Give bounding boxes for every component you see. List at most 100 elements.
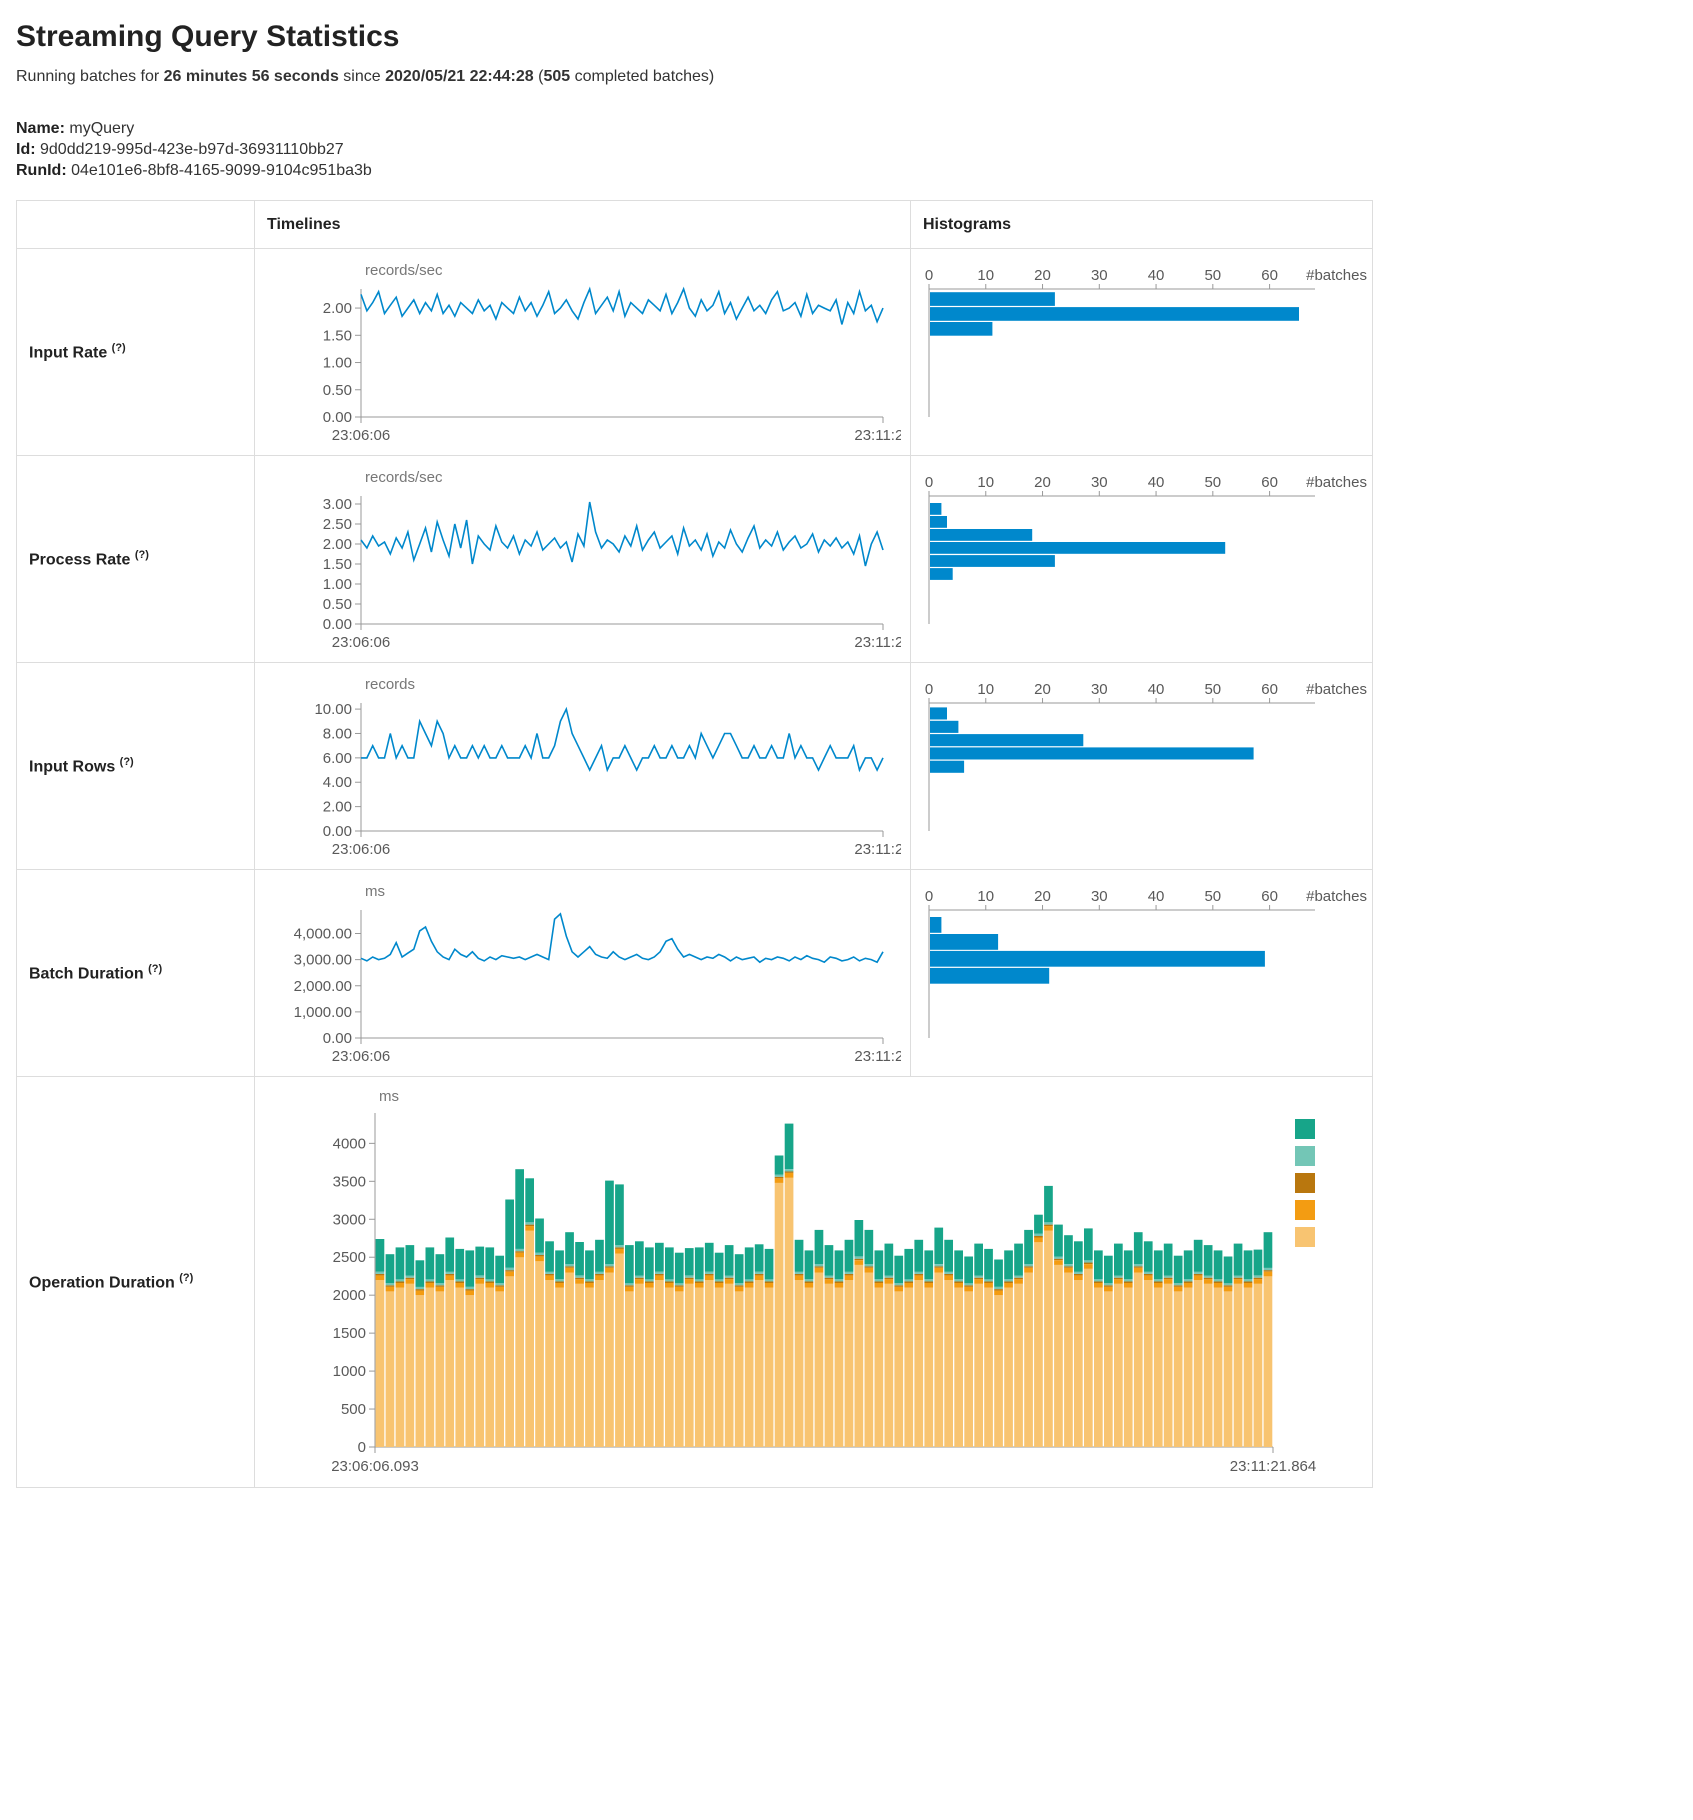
stacked-bar-segment xyxy=(1054,1258,1063,1261)
stacked-bar-segment xyxy=(435,1286,445,1292)
stacked-bar-segment xyxy=(1044,1185,1053,1223)
stacked-bar-segment xyxy=(635,1275,644,1278)
row-label-operation-duration: Operation Duration (?) xyxy=(16,1076,255,1488)
stacked-bar-segment xyxy=(655,1275,664,1280)
legend-swatch xyxy=(1295,1146,1315,1166)
stacked-bar-segment xyxy=(425,1283,435,1288)
stacked-bar-segment xyxy=(425,1279,435,1282)
stacked-bar-segment xyxy=(1173,1255,1183,1283)
stacked-bar-segment xyxy=(914,1275,924,1280)
svg-text:#batches: #batches xyxy=(1306,888,1367,905)
stacked-bar-segment xyxy=(545,1241,554,1272)
stacked-bar-segment xyxy=(1024,1229,1033,1265)
stacked-bar-segment xyxy=(595,1273,604,1276)
stacked-bar-segment xyxy=(864,1267,874,1273)
stacked-bar-segment xyxy=(1014,1243,1023,1276)
stacked-bar-segment xyxy=(924,1250,934,1280)
stacked-bar-segment xyxy=(505,1271,514,1277)
query-id-row: Id: 9d0dd219-995d-423e-b97d-36931110bb27 xyxy=(16,141,1677,159)
stacked-bar-segment xyxy=(585,1287,594,1447)
stacked-bar-segment xyxy=(645,1287,654,1447)
table-row: Batch Duration (?) ms 0.00 1,000.00 2,000.0… xyxy=(16,869,1373,1077)
input-rows-help-icon[interactable]: (?) xyxy=(119,755,134,768)
input-rate-help-icon[interactable]: (?) xyxy=(111,341,126,354)
batch-duration-help-icon[interactable]: (?) xyxy=(148,962,163,975)
stacked-bar-segment xyxy=(495,1291,504,1447)
stacked-bar-segment xyxy=(465,1290,475,1296)
stacked-bar-segment xyxy=(515,1169,524,1249)
stacked-bar-segment xyxy=(1114,1243,1123,1276)
svg-text:#batches: #batches xyxy=(1306,681,1367,698)
row-label-text: Process Rate xyxy=(29,551,131,569)
stacked-bar-segment xyxy=(814,1266,824,1268)
stacked-bar-segment xyxy=(505,1276,514,1447)
operation-duration-help-icon[interactable]: (?) xyxy=(179,1271,194,1284)
stacked-bar-segment xyxy=(655,1280,664,1447)
row-label-text: Input Rows xyxy=(29,758,116,776)
stacked-bar-segment xyxy=(1153,1281,1163,1283)
stacked-bar-segment xyxy=(944,1239,953,1272)
svg-text:23:11:21: 23:11:21 xyxy=(854,427,901,444)
stacked-bar-segment xyxy=(724,1277,734,1280)
stacked-bar-segment xyxy=(784,1173,794,1178)
stacked-bar-segment xyxy=(455,1283,465,1288)
stacked-bar-segment xyxy=(545,1273,554,1276)
stacked-bar-segment xyxy=(1183,1283,1193,1288)
histogram-bar xyxy=(930,934,999,950)
stacked-bar-segment xyxy=(894,1255,904,1283)
stacked-bar-segment xyxy=(405,1275,415,1278)
stacked-bar-segment xyxy=(545,1280,554,1447)
stacked-bar-segment xyxy=(385,1285,395,1287)
stacked-bar-segment xyxy=(525,1226,534,1231)
stacked-bar-segment xyxy=(844,1239,854,1272)
stacked-bar-segment xyxy=(734,1291,744,1447)
svg-text:30: 30 xyxy=(1091,888,1108,905)
stacked-bar-segment xyxy=(1213,1250,1223,1280)
stacked-bar-segment xyxy=(734,1286,744,1292)
stacked-bar-segment xyxy=(1253,1249,1263,1276)
batch-duration-text: 26 minutes 56 seconds xyxy=(163,68,339,85)
stacked-bar-segment xyxy=(684,1279,694,1284)
stacked-bar-segment xyxy=(944,1273,953,1276)
stacked-bar-segment xyxy=(535,1254,544,1257)
stacked-bar-segment xyxy=(894,1291,904,1447)
stacked-bar-segment xyxy=(1084,1228,1093,1261)
stacked-bar-segment xyxy=(535,1218,544,1253)
histogram-bar xyxy=(930,503,942,515)
svg-text:4.00: 4.00 xyxy=(323,774,352,791)
process-rate-help-icon[interactable]: (?) xyxy=(134,548,149,561)
histogram-bar xyxy=(930,555,1055,567)
stacked-bar-segment xyxy=(1183,1250,1193,1280)
stacked-bar-segment xyxy=(854,1258,864,1261)
stacked-bar-segment xyxy=(744,1281,754,1283)
table-row: Input Rows (?) records 0.00 2.00 4.00 6.00 8.… xyxy=(16,662,1373,870)
stacked-bar-segment xyxy=(964,1286,973,1292)
stacked-bar-segment xyxy=(844,1271,854,1274)
stacked-bar-segment xyxy=(674,1291,684,1447)
id-label: Id: xyxy=(16,141,36,158)
stacked-bar-segment xyxy=(625,1286,634,1292)
svg-text:2,000.00: 2,000.00 xyxy=(294,978,352,995)
stacked-bar-segment xyxy=(475,1246,485,1276)
stacked-bar-segment xyxy=(784,1177,794,1447)
stacked-bar-segment xyxy=(405,1283,415,1447)
stacked-bar-segment xyxy=(884,1275,894,1278)
stacked-bar-segment xyxy=(1064,1267,1073,1273)
stacked-bar-segment xyxy=(505,1199,514,1268)
stacked-bar-segment xyxy=(615,1247,624,1249)
svg-text:23:06:06: 23:06:06 xyxy=(332,841,390,858)
histogram-bar xyxy=(930,707,947,720)
stacked-bar-segment xyxy=(465,1286,475,1290)
stacked-bar-segment xyxy=(724,1275,734,1278)
stacked-bar-segment xyxy=(1114,1277,1123,1280)
stacked-bar-segment xyxy=(1104,1283,1113,1286)
stacked-bar-segment xyxy=(824,1283,834,1447)
stacked-bar-segment xyxy=(555,1281,564,1283)
stacked-bar-segment xyxy=(854,1260,864,1265)
stacked-bar-segment xyxy=(1133,1264,1143,1267)
stacked-bar-segment xyxy=(455,1279,465,1282)
stacked-bar-segment xyxy=(1233,1283,1243,1447)
batch-duration-histogram-chart: 0 10 20 30 40 50 60 #batches xyxy=(925,888,1367,1038)
stacked-bar-segment xyxy=(724,1245,734,1276)
svg-text:1.00: 1.00 xyxy=(323,355,352,372)
